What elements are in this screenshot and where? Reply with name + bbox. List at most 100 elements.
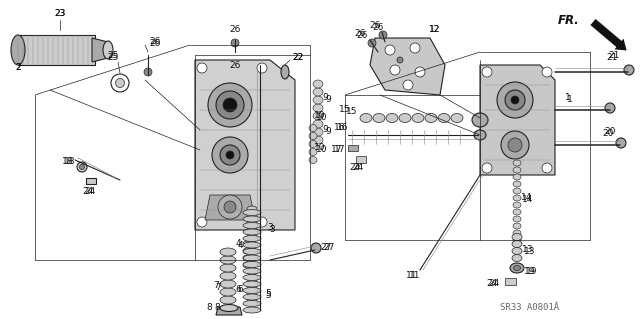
Ellipse shape — [309, 140, 317, 147]
Text: 24: 24 — [487, 278, 498, 287]
Text: 17: 17 — [334, 145, 346, 154]
Text: 24: 24 — [83, 188, 93, 197]
Text: 12: 12 — [429, 25, 441, 33]
Ellipse shape — [111, 74, 129, 92]
Text: 10: 10 — [316, 145, 328, 154]
Ellipse shape — [313, 128, 323, 136]
Ellipse shape — [313, 120, 323, 128]
Circle shape — [144, 68, 152, 76]
Ellipse shape — [513, 230, 521, 236]
Ellipse shape — [513, 174, 521, 180]
Ellipse shape — [243, 287, 261, 293]
Circle shape — [223, 98, 237, 112]
Polygon shape — [356, 156, 366, 163]
Ellipse shape — [243, 249, 261, 255]
Circle shape — [624, 65, 634, 75]
Ellipse shape — [243, 216, 261, 222]
Text: 26: 26 — [149, 38, 161, 47]
Polygon shape — [480, 65, 555, 175]
Text: 22: 22 — [292, 53, 303, 62]
Ellipse shape — [512, 255, 522, 262]
Ellipse shape — [247, 248, 257, 254]
Ellipse shape — [247, 241, 257, 247]
Circle shape — [224, 201, 236, 213]
Ellipse shape — [313, 88, 323, 96]
Text: 6: 6 — [237, 286, 243, 294]
Text: 13: 13 — [522, 246, 534, 255]
Polygon shape — [18, 35, 95, 65]
Circle shape — [216, 91, 244, 119]
Text: 15: 15 — [346, 108, 358, 116]
Ellipse shape — [513, 195, 521, 201]
Text: 4: 4 — [237, 241, 243, 249]
Circle shape — [257, 63, 267, 73]
Ellipse shape — [313, 104, 323, 112]
Text: 6: 6 — [235, 286, 241, 294]
Polygon shape — [505, 278, 516, 285]
Circle shape — [385, 45, 395, 55]
Text: 8: 8 — [214, 303, 220, 313]
Ellipse shape — [399, 114, 411, 122]
Ellipse shape — [512, 234, 522, 241]
Ellipse shape — [513, 160, 521, 166]
Ellipse shape — [510, 263, 524, 273]
Text: 13: 13 — [524, 248, 536, 256]
Circle shape — [218, 195, 242, 219]
Ellipse shape — [220, 288, 236, 296]
Text: 9: 9 — [325, 128, 331, 137]
Text: 5: 5 — [265, 288, 271, 298]
Circle shape — [616, 138, 626, 148]
Text: 9: 9 — [325, 95, 331, 105]
Ellipse shape — [247, 262, 257, 268]
Text: 26: 26 — [229, 61, 241, 70]
Ellipse shape — [115, 78, 125, 87]
Polygon shape — [370, 38, 445, 95]
Ellipse shape — [243, 255, 251, 261]
Ellipse shape — [247, 220, 257, 226]
Ellipse shape — [513, 181, 521, 187]
Circle shape — [231, 39, 239, 47]
Ellipse shape — [313, 80, 323, 88]
Text: 18: 18 — [62, 158, 74, 167]
Text: 24: 24 — [84, 188, 95, 197]
Ellipse shape — [513, 237, 521, 243]
Ellipse shape — [513, 209, 521, 215]
Ellipse shape — [247, 269, 257, 275]
Ellipse shape — [247, 206, 257, 212]
Text: 9: 9 — [322, 125, 328, 135]
Circle shape — [505, 90, 525, 110]
Ellipse shape — [243, 248, 251, 254]
Ellipse shape — [243, 222, 261, 228]
Ellipse shape — [220, 296, 236, 304]
Ellipse shape — [243, 268, 261, 274]
Ellipse shape — [243, 307, 261, 313]
Text: 20: 20 — [602, 129, 614, 137]
Text: 24: 24 — [353, 164, 364, 173]
Text: 26: 26 — [372, 24, 384, 33]
Ellipse shape — [243, 241, 251, 247]
Text: FR.: FR. — [558, 13, 580, 26]
Text: 22: 22 — [292, 53, 303, 62]
Text: 20: 20 — [604, 127, 616, 136]
Text: 17: 17 — [332, 145, 343, 154]
FancyArrow shape — [591, 19, 627, 50]
Ellipse shape — [243, 255, 261, 261]
Text: 4: 4 — [235, 239, 241, 248]
Ellipse shape — [513, 265, 520, 271]
Text: 15: 15 — [339, 106, 350, 115]
Text: 19: 19 — [526, 266, 538, 276]
Text: 16: 16 — [333, 122, 345, 131]
Ellipse shape — [11, 35, 25, 65]
Ellipse shape — [220, 248, 236, 256]
Text: 3: 3 — [267, 224, 273, 233]
Ellipse shape — [281, 65, 289, 79]
Text: 2: 2 — [15, 63, 21, 72]
Ellipse shape — [243, 262, 261, 268]
Ellipse shape — [243, 281, 261, 287]
Circle shape — [311, 243, 321, 253]
Circle shape — [511, 96, 519, 104]
Circle shape — [368, 39, 376, 47]
Circle shape — [415, 67, 425, 77]
Ellipse shape — [309, 132, 317, 139]
Text: 21: 21 — [608, 51, 620, 61]
